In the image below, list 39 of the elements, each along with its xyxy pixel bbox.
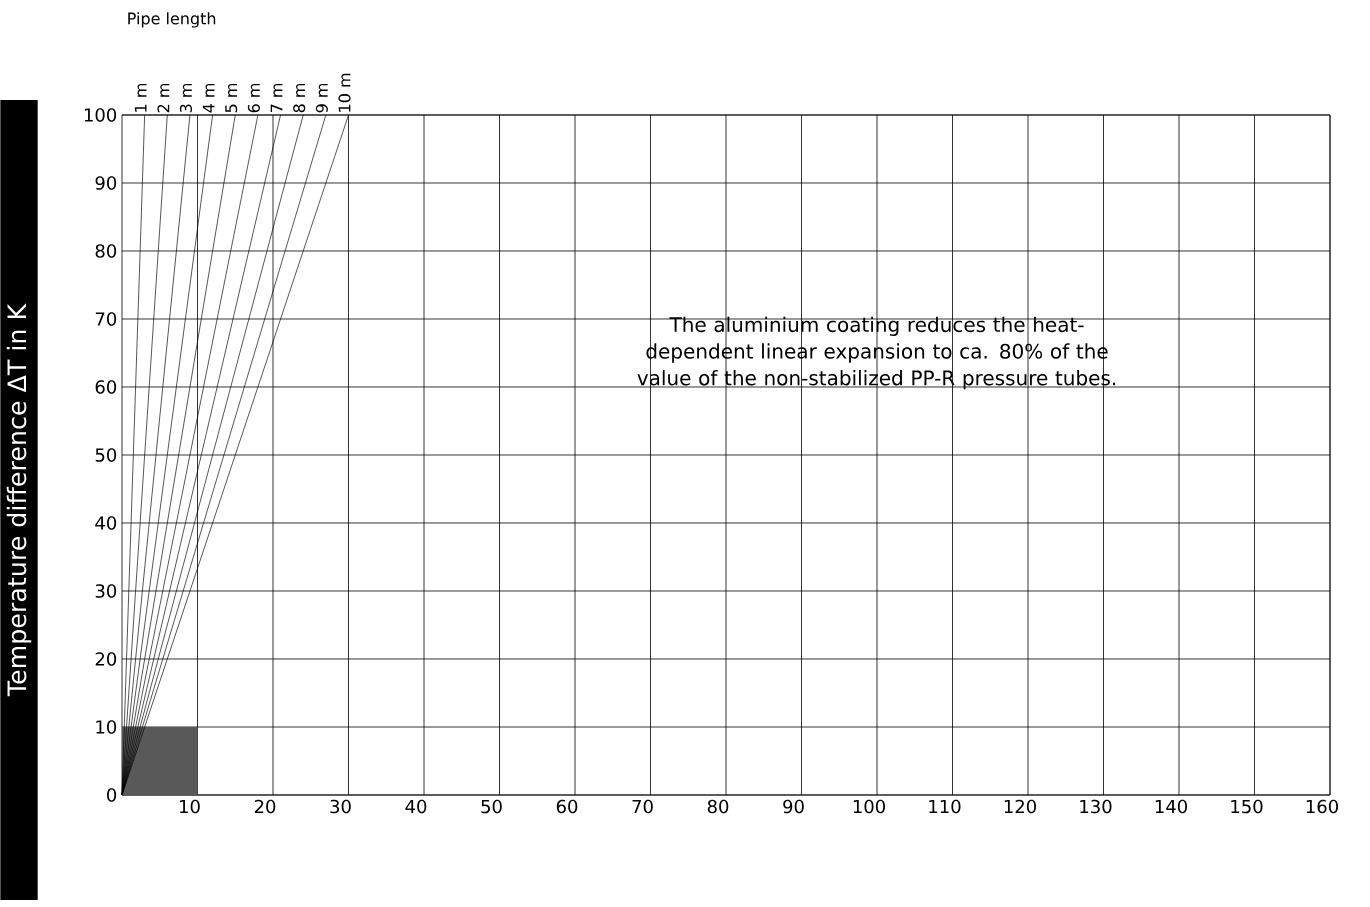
y-tick-label: 0	[107, 788, 117, 802]
y-axis-title: Temperature difference ΔT in K	[6, 303, 32, 697]
text: 10 m	[338, 73, 351, 112]
x-tick-label: 60	[556, 799, 578, 814]
y-tick-label: 90	[95, 176, 117, 190]
text: 8 m	[293, 83, 306, 113]
x-tick-label: 110	[929, 799, 961, 814]
x-tick-label: 150	[1231, 799, 1263, 814]
text: 5 m	[225, 83, 238, 113]
text: 7 m	[270, 83, 283, 113]
y-tick-label: 10	[96, 720, 117, 734]
y-tick-label: 60	[95, 380, 117, 394]
text: 3 m	[179, 83, 193, 113]
x-tick-label: 40	[405, 799, 427, 814]
x-tick-label: 130	[1080, 799, 1112, 814]
text: 2 m	[157, 83, 170, 113]
x-tick-label: 90	[783, 799, 804, 814]
x-tick-label: 20	[254, 799, 276, 814]
y-tick-label: 20	[95, 652, 117, 666]
text: 1 m	[134, 83, 147, 112]
x-tick-label: 160	[1306, 799, 1338, 814]
x-tick-label: 140	[1155, 799, 1187, 814]
x-tick-label: 10	[180, 799, 200, 814]
y-tick-label: 100	[84, 108, 117, 122]
text: 9 m	[315, 83, 328, 113]
y-tick-label: 40	[95, 516, 117, 530]
x-tick-label: 100	[853, 799, 885, 814]
y-tick-label: 30	[95, 584, 117, 598]
x-tick-label: 120	[1004, 799, 1036, 814]
x-tick-label: 80	[707, 799, 729, 814]
y-tick-label: 80	[95, 244, 117, 258]
x-tick-label: 70	[632, 799, 653, 814]
x-tick-label: 50	[481, 799, 502, 814]
x-tick-label: 30	[330, 799, 351, 814]
text: 6 m	[247, 83, 260, 113]
y-tick-label: 70	[95, 312, 117, 326]
text: 4 m	[202, 83, 215, 113]
y-tick-label: 50	[95, 448, 117, 462]
legend-title: Pipe length	[128, 12, 216, 28]
